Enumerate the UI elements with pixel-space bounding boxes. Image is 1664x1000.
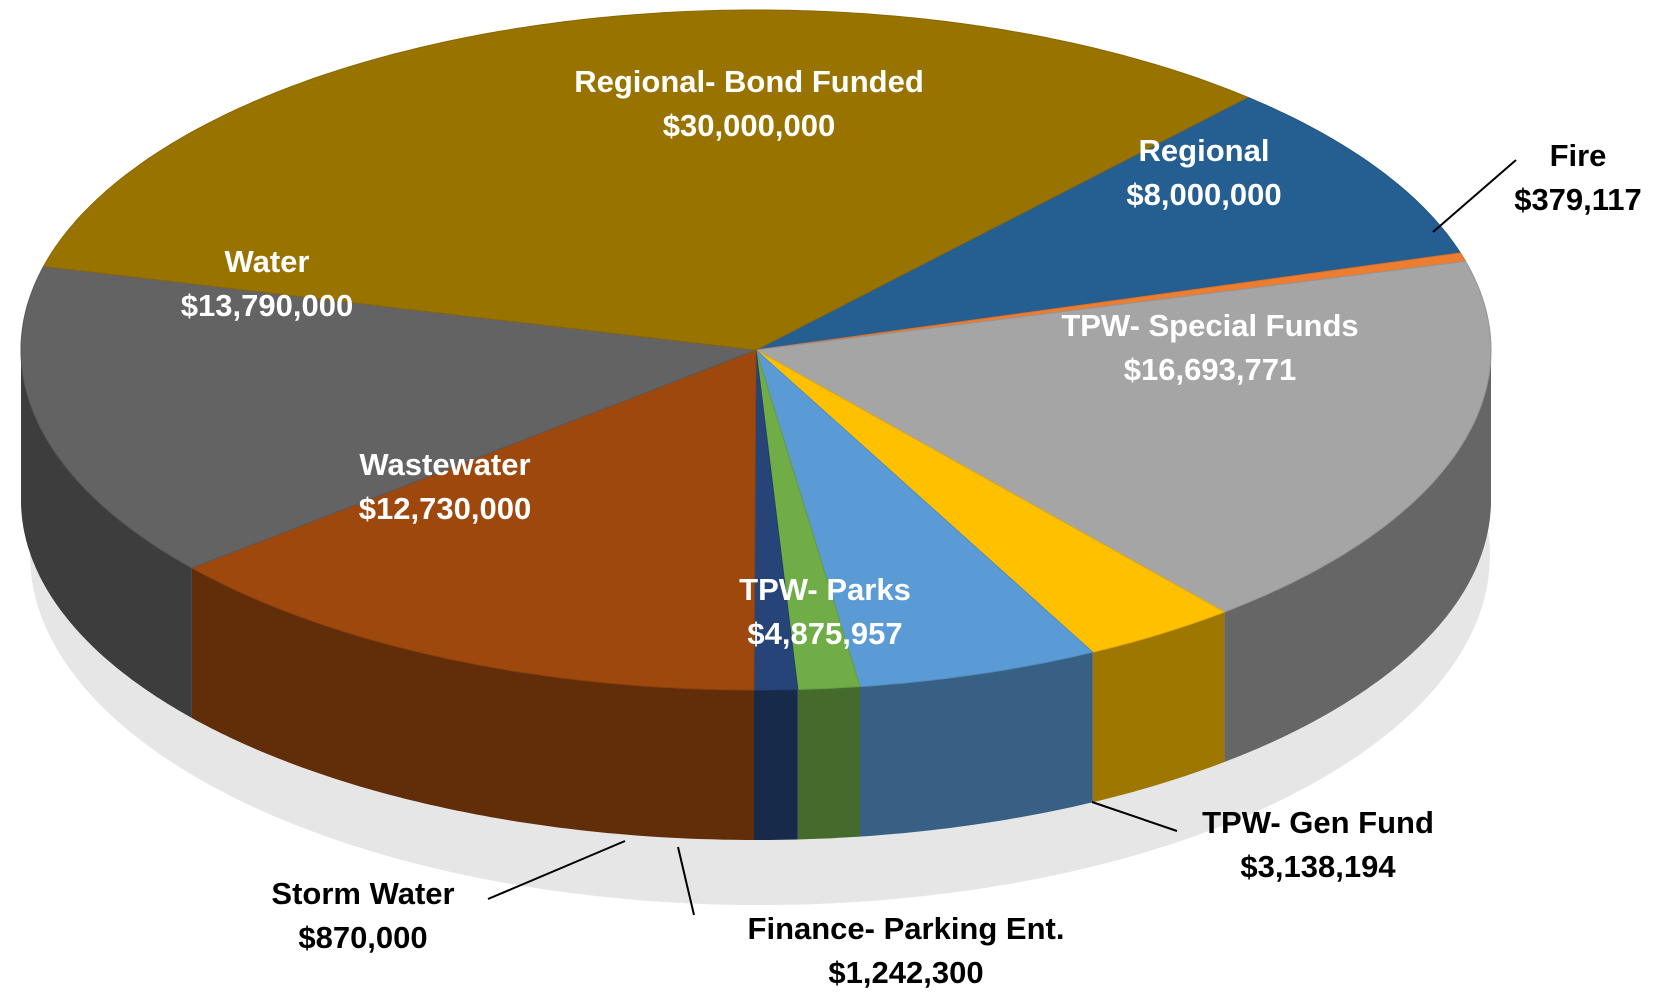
- slice-label: Regional: [1139, 133, 1270, 168]
- slice: [755, 349, 1226, 653]
- labels: Regional $8,000,000 Fire $379,117 TPW- Speci…: [181, 64, 1642, 990]
- slice: [754, 260, 1492, 613]
- slice-value: $379,117: [1514, 182, 1642, 217]
- slice-label: TPW- Parks: [739, 572, 911, 607]
- slice-side: [754, 689, 798, 840]
- slice: [42, 9, 1250, 351]
- slice-value: $3,138,194: [1240, 849, 1396, 884]
- slice: [190, 349, 757, 691]
- slice-side: [21, 350, 192, 718]
- slice-label: Regional- Bond Funded: [574, 64, 924, 99]
- slice-side: [860, 652, 1093, 837]
- slice-label: Fire: [1550, 138, 1607, 173]
- slice-value: $1,242,300: [828, 955, 983, 990]
- slice-side: [191, 568, 754, 840]
- slice: [20, 265, 757, 569]
- leader-line: [1091, 801, 1178, 832]
- slice: [755, 349, 861, 691]
- slice-label: TPW- Gen Fund: [1202, 805, 1434, 840]
- slice-label: TPW- Special Funds: [1061, 308, 1358, 343]
- slice-value: $30,000,000: [663, 108, 835, 143]
- slice-side: [797, 686, 860, 840]
- slice-label: Finance- Parking Ent.: [748, 911, 1065, 946]
- pie-sides: [21, 350, 1491, 840]
- slice-side: [1092, 612, 1225, 803]
- leader-line: [487, 840, 626, 900]
- slice: [754, 348, 1094, 688]
- slice-value: $12,730,000: [359, 491, 531, 526]
- slice-label: Wastewater: [359, 447, 530, 482]
- slice-value: $870,000: [298, 920, 427, 955]
- slice-value: $13,790,000: [181, 288, 353, 323]
- slice-value: $16,693,771: [1124, 352, 1296, 387]
- slice-value: $8,000,000: [1126, 177, 1281, 212]
- slice-value: $4,875,957: [747, 616, 902, 651]
- slice: [753, 349, 799, 691]
- leader-line: [1432, 159, 1517, 233]
- slice-side: [1224, 350, 1491, 762]
- pie-tops: [20, 9, 1492, 691]
- slice-label: Storm Water: [271, 876, 454, 911]
- slice-label: Water: [225, 244, 310, 279]
- leader-line: [677, 846, 695, 916]
